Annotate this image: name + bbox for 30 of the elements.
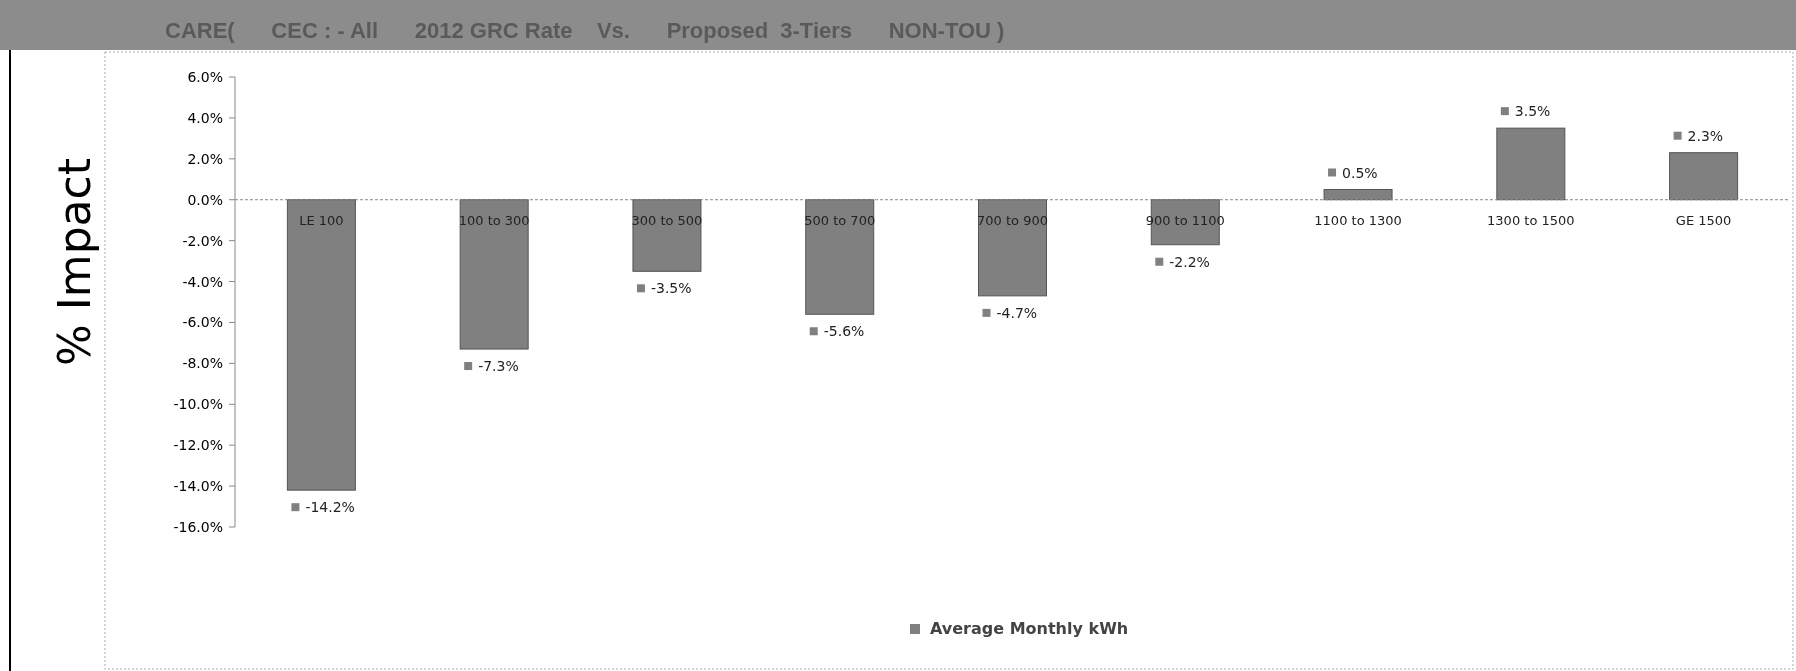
legend-label: Average Monthly kWh	[930, 619, 1129, 638]
y-tick-label: -4.0%	[182, 273, 223, 290]
y-tick-label: -8.0%	[182, 355, 223, 372]
data-label: -3.5%	[650, 280, 692, 297]
data-label: 3.5%	[1514, 103, 1551, 120]
x-tick-label: 700 to 900	[977, 212, 1048, 228]
x-tick-label: 300 to 500	[631, 212, 703, 228]
x-tick-label: GE 1500	[1675, 212, 1732, 228]
x-tick-label: 1300 to 1500	[1487, 212, 1575, 228]
data-label: -4.7%	[996, 304, 1038, 321]
y-tick-label: -12.0%	[173, 437, 223, 454]
data-label: -14.2%	[305, 499, 355, 516]
data-label: 0.5%	[1342, 164, 1378, 181]
data-label: -7.3%	[478, 358, 519, 375]
y-tick-label: 0.0%	[187, 191, 223, 208]
y-tick-label: -6.0%	[182, 314, 223, 331]
y-tick-label: -10.0%	[173, 396, 223, 413]
y-tick-label: 2.0%	[187, 150, 223, 167]
data-label: -5.6%	[823, 323, 865, 340]
y-tick-label: 6.0%	[187, 69, 223, 85]
x-tick-label: 1100 to 1300	[1314, 212, 1402, 228]
data-label: -2.2%	[1169, 253, 1210, 270]
y-tick-label: -16.0%	[173, 519, 223, 535]
y-tick-label: -2.0%	[182, 232, 223, 249]
data-label: 2.3%	[1687, 127, 1724, 144]
y-tick-label: 4.0%	[187, 109, 223, 126]
x-tick-label: 100 to 300	[458, 212, 530, 228]
x-tick-label: LE 100	[299, 212, 344, 228]
y-axis-title: % Impact	[49, 158, 100, 366]
y-tick-label: -14.0%	[173, 478, 223, 495]
